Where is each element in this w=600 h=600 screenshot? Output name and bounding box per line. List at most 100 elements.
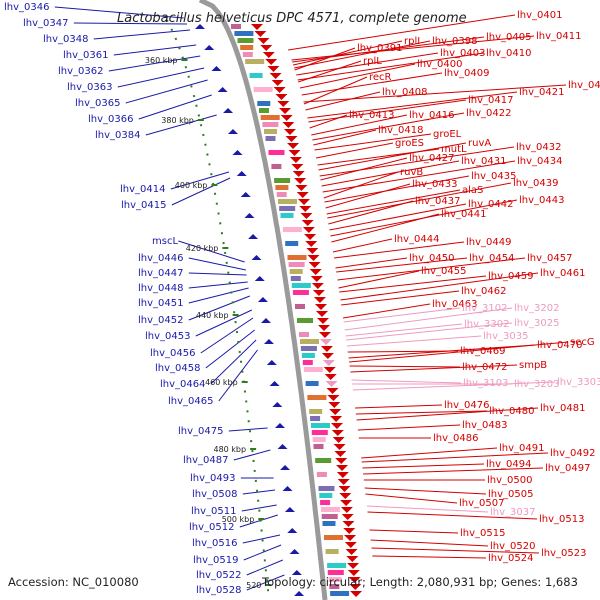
- reverse-arrow: [343, 528, 356, 534]
- tick-label: 440 kbp: [196, 311, 229, 320]
- label-connector: [324, 175, 470, 203]
- label-connector: [233, 449, 271, 461]
- reverse-arrow: [285, 136, 298, 142]
- tick-label: 460 kbp: [205, 378, 238, 387]
- label-connector: [188, 287, 249, 304]
- gene-label-reverse: lhv_0416: [409, 110, 454, 121]
- feature-block: [320, 500, 331, 505]
- gene-label-forward: lhv_0448: [138, 283, 183, 294]
- reverse-arrow: [292, 171, 305, 177]
- label-connector: [309, 114, 348, 129]
- label-connector: [210, 339, 257, 385]
- feature-block: [328, 577, 342, 582]
- gene-label-reverse: lhv_0470: [537, 340, 582, 351]
- reverse-arrow: [349, 584, 362, 590]
- feature-block: [245, 59, 265, 64]
- forward-arrow: [261, 318, 272, 323]
- label-connector: [348, 344, 536, 359]
- backbone-arc: [198, 0, 328, 600]
- reverse-arrow: [282, 122, 295, 128]
- feature-block: [279, 206, 296, 211]
- reverse-arrow: [262, 52, 275, 58]
- gene-label-forward: lhv_0447: [138, 268, 183, 279]
- reverse-arrow: [306, 248, 319, 254]
- label-connector: [327, 182, 512, 219]
- gene-label-forward: lhv_0362: [58, 66, 103, 77]
- label-connector: [371, 547, 540, 554]
- forward-arrow: [289, 549, 300, 554]
- forward-arrow: [204, 45, 215, 50]
- reverse-arrow: [330, 423, 343, 429]
- label-connector: [218, 349, 258, 402]
- gene-label-reverse: lhv_0523: [541, 548, 586, 559]
- forward-arrow: [277, 444, 288, 449]
- topology-label: Topology: circular; Length: 2,080,931 bp…: [261, 575, 578, 589]
- reverse-arrow: [333, 444, 346, 450]
- reverse-arrow: [313, 297, 326, 303]
- feature-block: [249, 73, 263, 78]
- reverse-arrow: [297, 199, 310, 205]
- gene-label-reverse: lhv_0454: [469, 253, 514, 264]
- gene-label-reverse: lhv_0432: [516, 142, 561, 153]
- label-connector: [54, 6, 184, 19]
- feature-block: [234, 31, 254, 36]
- gene-label-forward: lhv_0446: [138, 253, 183, 264]
- reverse-arrow: [317, 318, 330, 324]
- gene-label-rna: lhv_3037: [490, 507, 535, 518]
- label-connector: [305, 91, 381, 111]
- reverse-arrow: [344, 542, 357, 548]
- gene-label-forward: lhv_0475: [178, 426, 223, 437]
- gene-label-reverse: lhv_0422: [466, 108, 511, 119]
- reverse-arrow: [344, 535, 357, 541]
- label-connector: [205, 329, 256, 369]
- gene-label-reverse: lhv_0449: [466, 237, 511, 248]
- reverse-arrow: [325, 381, 338, 387]
- gene-label-reverse: lhv_0423: [568, 80, 600, 91]
- feature-block: [301, 353, 315, 358]
- gene-label-reverse: lhv_0486: [433, 433, 478, 444]
- feature-block: [316, 472, 327, 477]
- gene-label-reverse: lhv_0520: [490, 541, 535, 552]
- gene-label-forward: lhv_0528: [196, 585, 241, 596]
- label-connector: [228, 427, 268, 432]
- reverse-arrow: [279, 108, 292, 114]
- gene-labels: lhv_0346 lhv_0347 lhv_0348 lhv_0361 lhv_0362…: [4, 2, 600, 596]
- gene-label-reverse: lhv_0491: [499, 443, 544, 454]
- feature-block: [318, 486, 335, 491]
- label-connector: [246, 574, 285, 591]
- gene-label-reverse: lhv_0497: [545, 463, 590, 474]
- gene-label-rna: lhv_3303: [557, 377, 600, 388]
- label-connector: [188, 272, 247, 276]
- gene-label-forward: lhv_0465: [168, 396, 213, 407]
- reverse-arrow: [335, 458, 348, 464]
- label-connector: [117, 67, 205, 88]
- gene-label-reverse: lhv_0411: [536, 31, 581, 42]
- gene-label-reverse: lhv_0515: [460, 528, 505, 539]
- feature-block: [291, 283, 311, 288]
- gene-label-reverse: lhv_0421: [519, 87, 564, 98]
- label-connector: [329, 203, 467, 231]
- gene-label-reverse: lhv_0433: [412, 179, 457, 190]
- tick-marks: 360 kbp 380 kbp 400 kbp 420 kbp 440 kbp 460 k…: [145, 19, 272, 597]
- gene-label-reverse: lhv_0450: [409, 253, 454, 264]
- label-connector: [316, 142, 394, 159]
- feature-block: [319, 493, 333, 498]
- reverse-arrow: [314, 304, 327, 310]
- gene-label-reverse: lhv_0442: [468, 199, 513, 210]
- feature-block: [290, 276, 301, 281]
- gene-label-rna: lhv_3302: [464, 319, 509, 330]
- feature-block: [327, 563, 347, 568]
- label-connector: [370, 539, 489, 547]
- reverse-arrow: [336, 472, 349, 478]
- label-connector: [346, 335, 482, 347]
- accession-label: Accession: NC_010080: [8, 575, 139, 589]
- label-connector: [320, 157, 408, 181]
- label-connector: [303, 76, 368, 105]
- gene-label-forward: lhv_0487: [183, 455, 228, 466]
- gene-label-reverse: lhv_0492: [550, 448, 595, 459]
- forward-arrow: [254, 276, 265, 281]
- gene-label-reverse: lhv_0435: [471, 171, 516, 182]
- gene-label-reverse: lhv_0400: [417, 59, 462, 70]
- label-connector: [321, 160, 460, 187]
- reverse-arrow: [340, 500, 353, 506]
